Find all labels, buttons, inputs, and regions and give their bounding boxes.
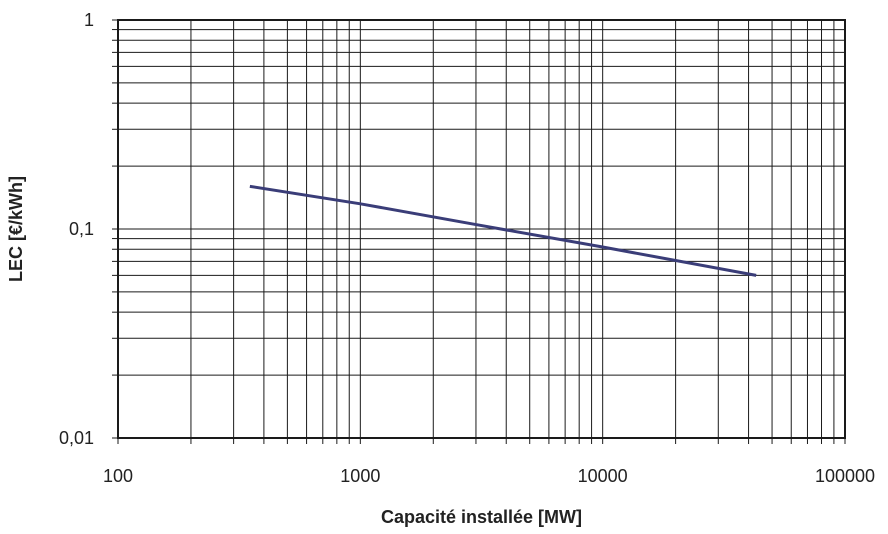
series-layer xyxy=(249,184,757,277)
x-axis-title: Capacité installée [MW] xyxy=(381,507,582,527)
y-axis-title: LEC [€/kWh] xyxy=(6,176,26,282)
grid xyxy=(112,19,846,444)
x-tick-label: 1000 xyxy=(340,466,380,486)
y-tick-label: 1 xyxy=(84,10,94,30)
y-tick-labels: 0,01 0,1 1 xyxy=(59,10,94,448)
x-tick-labels: 100 1000 10000 100000 xyxy=(103,466,875,486)
x-tick-label: 10000 xyxy=(578,466,628,486)
y-tick-label: 0,01 xyxy=(59,428,94,448)
x-tick-label: 100 xyxy=(103,466,133,486)
y-tick-label: 0,1 xyxy=(69,219,94,239)
x-tick-label: 100000 xyxy=(815,466,875,486)
lec-series-line xyxy=(249,184,757,277)
plot-frame xyxy=(117,19,846,439)
